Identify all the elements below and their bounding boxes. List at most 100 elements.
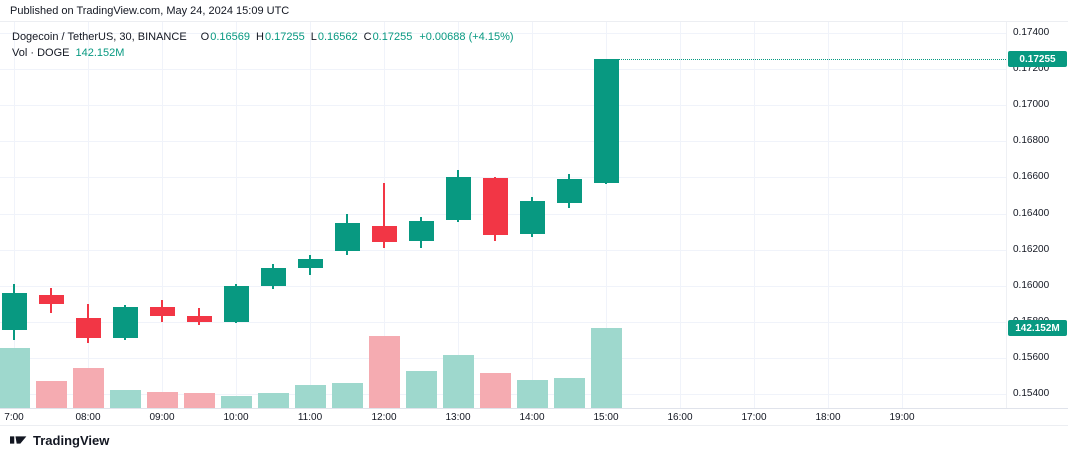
time-gridline [88, 22, 89, 408]
time-gridline [606, 22, 607, 408]
volume-bar [442, 355, 474, 408]
time-axis-label: 09:00 [149, 412, 175, 423]
time-axis-label: 15:00 [593, 412, 619, 423]
candle-body [519, 200, 545, 235]
symbol-title: Dogecoin / TetherUS, 30, BINANCE [12, 31, 187, 43]
candle-body [149, 307, 175, 317]
time-axis-label: 14:00 [519, 412, 545, 423]
brand-name[interactable]: TradingView [33, 432, 110, 448]
candle-body [75, 318, 101, 338]
ohlc-low-label: L [310, 31, 317, 43]
published-text: Published on TradingView.com, May 24, 20… [10, 4, 290, 17]
price-gridline [0, 69, 1006, 71]
price-axis-label: 0.17000 [1013, 99, 1050, 111]
candle-body [1, 292, 27, 330]
time-axis-label: 18:00 [815, 412, 841, 423]
price-gridline [0, 357, 1006, 359]
ohlc-high-value: 0.17255 [264, 31, 305, 43]
candle-body [223, 285, 249, 322]
volume-bar [183, 392, 215, 408]
volume-bar [516, 379, 548, 408]
ohlc-open-value: 0.16569 [210, 31, 250, 43]
price-axis-label: 0.15400 [1013, 387, 1050, 399]
published-bar: Published on TradingView.com, May 24, 20… [0, 0, 1068, 22]
time-axis-label: 12:00 [371, 412, 397, 423]
price-gridline [0, 141, 1006, 143]
time-gridline [236, 22, 237, 408]
legend-row-symbol: Dogecoin / TetherUS, 30, BINANCE O0.16569… [12, 29, 514, 45]
ohlc-close-label: C [363, 31, 372, 43]
volume-bar [146, 392, 178, 408]
tradingview-logo-icon [10, 436, 27, 444]
price-gridline [0, 249, 1006, 251]
legend-row-volume: Vol · DOGE 142.152M [12, 45, 514, 61]
price-axis-label: 0.15600 [1013, 351, 1050, 363]
ohlc-low-value: 0.16562 [317, 31, 358, 43]
price-axis-label: 0.16200 [1013, 243, 1050, 255]
volume-bar [479, 373, 511, 408]
plot-area[interactable] [0, 22, 1006, 408]
candle-body [297, 258, 323, 268]
candle-body [112, 307, 138, 338]
time-gridline [828, 22, 829, 408]
volume-bar [590, 328, 622, 408]
ohlc-close-value: 0.17255 [372, 31, 413, 43]
time-axis[interactable]: 7:00 08:00 09:00 10:00 11:00 12:00 13:00 14:00 1… [0, 408, 1068, 426]
volume-bar [109, 390, 141, 408]
volume-bar [257, 392, 289, 408]
time-gridline [310, 22, 311, 408]
candle-body [334, 223, 360, 252]
time-gridline [754, 22, 755, 408]
time-gridline [680, 22, 681, 408]
volume-badge: 142.152M [1008, 320, 1067, 336]
ohlc-high-label: H [256, 31, 264, 43]
volume-bar [331, 383, 363, 408]
time-axis-label: 10:00 [223, 412, 249, 423]
price-axis-label: 0.16000 [1013, 279, 1050, 291]
chart-legend: Dogecoin / TetherUS, 30, BINANCE O0.16569… [12, 29, 514, 61]
volume-bar [368, 336, 400, 408]
candle-body [482, 178, 508, 236]
time-axis-label: 16:00 [667, 412, 693, 423]
candle-body [445, 177, 471, 220]
volume-bar [553, 378, 585, 408]
price-axis-label: 0.17400 [1013, 27, 1050, 38]
footer: TradingView [0, 426, 1068, 454]
candle-body [371, 226, 397, 243]
volume-bar [72, 368, 104, 408]
time-axis-label: 19:00 [889, 412, 915, 423]
candle-body [260, 267, 286, 286]
time-axis-label: 11:00 [297, 412, 323, 423]
candle-body [408, 220, 434, 242]
time-axis-label: 7:00 [4, 412, 24, 423]
candle-wick [383, 182, 385, 248]
price-axis-label: 0.16400 [1013, 207, 1050, 219]
candle-body [186, 316, 212, 322]
price-axis[interactable]: 0.17255 142.152M 0.17400 0.17200 0.17000 0.… [1006, 22, 1068, 408]
chart-container: 0.17255 142.152M 0.17400 0.17200 0.17000 0.… [0, 22, 1068, 426]
time-gridline [902, 22, 903, 408]
candle-body [38, 294, 64, 304]
price-change: +0.00688 (+4.15%) [419, 31, 514, 43]
price-axis-label: 0.16800 [1013, 135, 1050, 147]
time-axis-label: 17:00 [741, 412, 767, 423]
time-gridline [162, 22, 163, 408]
volume-bar [294, 384, 326, 408]
time-axis-label: 08:00 [75, 412, 101, 423]
time-gridline [14, 22, 15, 408]
volume-value: 142.152M [75, 47, 125, 59]
volume-bar [0, 347, 30, 408]
price-badge: 0.17255 [1008, 51, 1067, 68]
price-gridline [0, 177, 1006, 179]
candle-body [593, 59, 619, 183]
price-gridline [0, 285, 1006, 287]
price-axis-label: 0.16600 [1013, 171, 1050, 183]
current-price-line [606, 59, 1006, 61]
candle-body [556, 179, 582, 203]
volume-label: Vol · DOGE [12, 47, 70, 59]
price-axis-label: 0.17200 [1013, 63, 1050, 75]
price-gridline [0, 321, 1006, 323]
volume-bar [35, 381, 67, 408]
price-gridline [0, 33, 1006, 34]
time-axis-label: 13:00 [445, 412, 471, 423]
